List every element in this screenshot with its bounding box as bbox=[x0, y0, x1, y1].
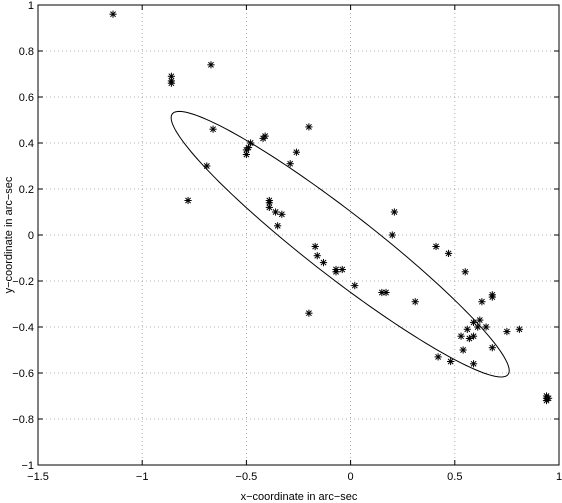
data-point bbox=[167, 79, 175, 87]
data-point bbox=[469, 332, 478, 340]
data-point bbox=[351, 282, 359, 290]
data-point bbox=[444, 249, 453, 257]
confidence-ellipse bbox=[170, 110, 510, 378]
data-point bbox=[292, 148, 301, 156]
data-point bbox=[278, 210, 286, 218]
data-point bbox=[482, 323, 490, 331]
x-axis-label: x−coordinate in arc−sec bbox=[241, 491, 358, 503]
data-point bbox=[332, 265, 340, 274]
x-tick-label: 0 bbox=[348, 471, 354, 483]
y-tick-label: 0.4 bbox=[19, 138, 34, 150]
data-point bbox=[463, 325, 471, 333]
data-point bbox=[461, 268, 469, 276]
data-point bbox=[476, 316, 484, 324]
y-tick-label: −0.6 bbox=[12, 368, 34, 380]
y-tick-label: 1 bbox=[28, 0, 34, 12]
data-point bbox=[109, 10, 117, 18]
data-point bbox=[382, 288, 390, 297]
y-tick-labels: −1 −0.8 −0.6 −0.4 −0.2 0 0.2 0.4 0.6 0.8 1 bbox=[12, 0, 34, 472]
data-point bbox=[184, 196, 192, 205]
data-point bbox=[434, 353, 442, 361]
data-point bbox=[488, 293, 496, 301]
data-point bbox=[305, 309, 313, 317]
data-point bbox=[246, 139, 255, 147]
data-point bbox=[465, 334, 473, 343]
x-tick-label: −0.5 bbox=[236, 471, 258, 483]
x-tick-labels: −1.5 −1 −0.5 0 0.5 1 bbox=[27, 471, 562, 483]
data-point bbox=[503, 328, 511, 336]
data-point bbox=[209, 125, 217, 133]
y-tick-label: 0.2 bbox=[19, 184, 34, 196]
x-tick-label: 0.5 bbox=[447, 471, 462, 483]
x-tick-label: −1.5 bbox=[27, 471, 49, 483]
data-point bbox=[274, 222, 282, 230]
data-point bbox=[478, 298, 486, 306]
data-point bbox=[544, 394, 553, 402]
data-point bbox=[457, 332, 465, 340]
data-point bbox=[338, 265, 346, 274]
data-point bbox=[305, 123, 313, 131]
data-point bbox=[432, 242, 440, 251]
data-point bbox=[265, 196, 273, 205]
y-tick-label: 0.6 bbox=[19, 92, 34, 104]
axis-ticks bbox=[37, 4, 560, 466]
data-point bbox=[261, 132, 269, 140]
ellipse-layer bbox=[170, 110, 510, 378]
y-tick-label: −0.4 bbox=[12, 322, 34, 334]
data-point bbox=[203, 162, 211, 170]
data-point bbox=[388, 231, 396, 239]
data-point bbox=[311, 242, 319, 251]
y-axis-label: y−coordinate in arc−sec bbox=[3, 176, 15, 293]
y-tick-label: −0.8 bbox=[12, 414, 34, 426]
x-tick-label: 1 bbox=[556, 471, 562, 483]
data-point bbox=[469, 318, 478, 326]
data-point bbox=[313, 252, 321, 260]
data-point bbox=[411, 298, 419, 306]
data-point bbox=[459, 346, 467, 354]
data-point bbox=[286, 160, 294, 168]
data-point bbox=[469, 360, 478, 368]
grid-lines bbox=[38, 5, 559, 465]
x-tick-label: −1 bbox=[136, 471, 149, 483]
data-point bbox=[515, 325, 524, 333]
y-tick-label: 0 bbox=[28, 230, 34, 242]
y-tick-label: 0.8 bbox=[19, 46, 34, 58]
data-point bbox=[390, 208, 398, 216]
data-point bbox=[474, 323, 482, 331]
y-tick-label: −1 bbox=[21, 460, 34, 472]
data-points bbox=[109, 10, 553, 405]
data-point bbox=[207, 61, 215, 69]
data-point bbox=[265, 203, 273, 211]
data-point bbox=[271, 208, 280, 216]
y-tick-label: −0.2 bbox=[12, 276, 34, 288]
data-point bbox=[319, 259, 328, 267]
data-point bbox=[488, 344, 496, 352]
data-point bbox=[447, 357, 455, 366]
